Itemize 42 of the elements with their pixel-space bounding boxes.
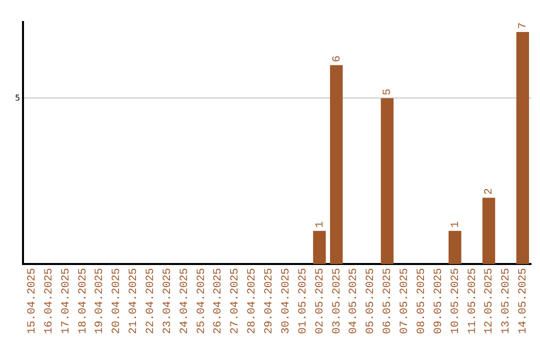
bar <box>482 198 496 264</box>
bar <box>516 32 530 264</box>
x-tick-label: 21.04.2025 <box>128 268 140 334</box>
x-tick-label: 11.05.2025 <box>466 268 479 334</box>
x-tick-label: 10.05.2025 <box>450 268 462 334</box>
x-tick-label: 08.05.2025 <box>416 268 428 334</box>
x-tick-label: 18.04.2025 <box>77 268 90 334</box>
x-tick-label: 19.04.2025 <box>94 268 106 334</box>
x-tick-label: 23.04.2025 <box>162 268 174 334</box>
x-tick-label: 07.05.2025 <box>399 268 412 334</box>
data-label: 1 <box>314 220 326 228</box>
x-tick-label: 06.05.2025 <box>382 268 394 334</box>
x-tick-label: 17.04.2025 <box>60 268 72 334</box>
data-label: 7 <box>518 22 530 29</box>
data-label: 5 <box>382 88 394 96</box>
x-tick-label: 05.05.2025 <box>365 268 378 334</box>
x-tick-label: 03.05.2025 <box>331 268 344 334</box>
x-tick-label: 09.05.2025 <box>432 268 445 334</box>
x-tick-label: 24.04.2025 <box>178 268 191 334</box>
x-tick-label: 15.04.2025 <box>26 268 38 334</box>
x-tick-label: 25.04.2025 <box>196 268 208 334</box>
bar <box>448 230 462 264</box>
x-tick-label: 16.04.2025 <box>43 268 56 334</box>
x-tick-label: 12.05.2025 <box>484 268 496 334</box>
bar <box>330 65 343 264</box>
x-tick-label: 30.04.2025 <box>280 268 292 334</box>
x-tick-label: 22.04.2025 <box>145 268 158 334</box>
x-tick-label: 14.05.2025 <box>518 268 530 334</box>
x-tick-label: 27.04.2025 <box>230 268 242 334</box>
x-tick-label: 26.04.2025 <box>212 268 225 334</box>
data-label: 6 <box>331 55 344 62</box>
x-tick-label: 13.05.2025 <box>500 268 513 334</box>
x-tick-label: 20.04.2025 <box>111 268 124 334</box>
x-tick-label: 02.05.2025 <box>314 268 326 334</box>
x-tick-label: 28.04.2025 <box>246 268 259 334</box>
x-tick-label: 04.05.2025 <box>348 268 360 334</box>
x-tick-label: 29.04.2025 <box>264 268 276 334</box>
data-label: 1 <box>450 220 462 228</box>
x-tick-label: 01.05.2025 <box>297 268 310 334</box>
bar <box>313 230 326 264</box>
bar <box>380 98 394 264</box>
data-label: 2 <box>484 188 496 195</box>
